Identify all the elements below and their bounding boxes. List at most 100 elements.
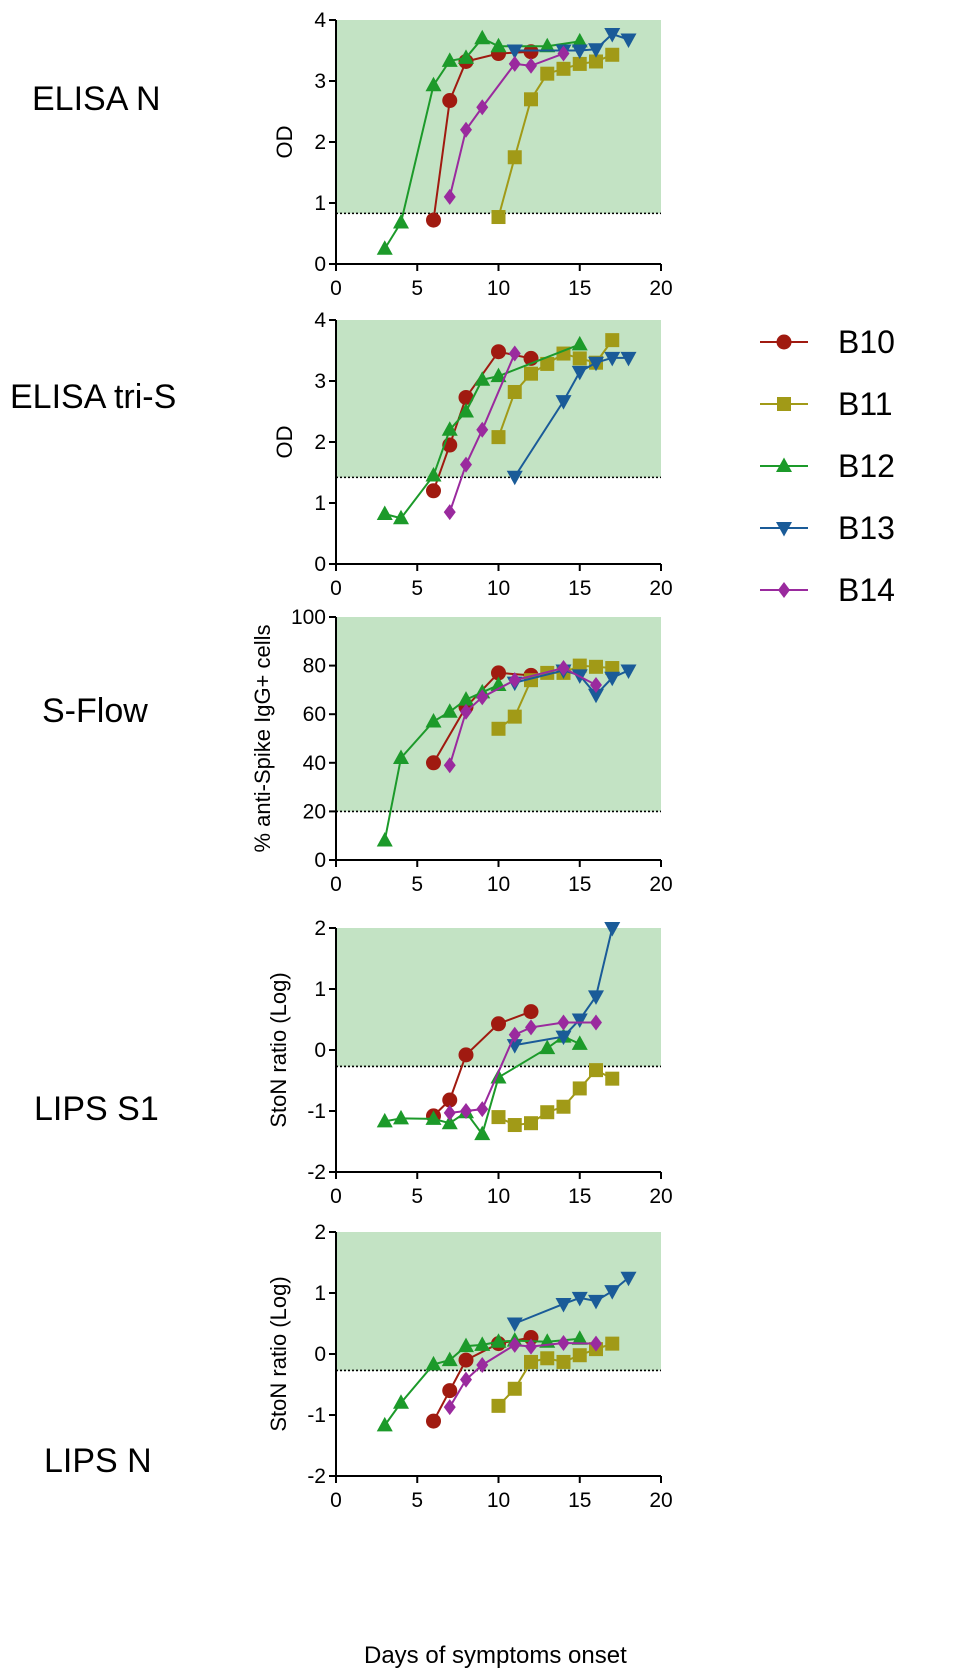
data-point-b12	[458, 1337, 474, 1353]
data-point-b10	[458, 389, 474, 405]
data-point-b11	[605, 661, 620, 676]
data-point-b13	[506, 1317, 523, 1332]
data-point-b12	[425, 712, 442, 728]
x-tick-label: 5	[411, 1489, 423, 1512]
data-point-b14	[557, 45, 570, 62]
data-point-b13	[588, 43, 604, 58]
legend-label-b11: B11	[838, 386, 893, 422]
y-tick-label: -2	[307, 1465, 326, 1488]
legend-marker-b12	[776, 457, 792, 472]
data-point-b12	[376, 1112, 393, 1128]
data-point-b11	[589, 1063, 603, 1078]
data-point-b13	[588, 688, 604, 704]
data-point-b12	[376, 240, 393, 255]
y-tick-label: 80	[303, 655, 326, 678]
x-tick-label: 15	[568, 577, 591, 600]
data-point-b14	[443, 1104, 456, 1121]
y-axis-label: OD	[272, 126, 297, 159]
data-point-b14	[557, 660, 570, 677]
data-point-b14	[590, 677, 602, 694]
data-point-b11	[540, 1351, 555, 1366]
data-point-b14	[476, 689, 489, 706]
panel-2: 0 5 10 15 20 0 20 40 60 80 100 % anti-Spike IgG+ ce…	[250, 606, 673, 896]
data-point-b11	[572, 351, 587, 366]
x-tick-label: 20	[649, 1185, 672, 1208]
data-point-b12	[571, 1330, 588, 1345]
data-point-b12	[458, 403, 474, 418]
row-label-lips-n: LIPS N	[44, 1442, 152, 1480]
data-point-b13	[506, 44, 523, 59]
data-point-b13	[555, 1030, 572, 1046]
y-tick-label: 40	[303, 752, 326, 775]
series-line-b12	[384, 1035, 581, 1137]
series-line-b14	[448, 353, 516, 513]
data-point-b14	[443, 188, 456, 205]
data-point-b12	[490, 367, 507, 383]
data-point-b14	[508, 345, 521, 362]
x-tick-label: 10	[487, 1185, 510, 1208]
legend-marker-b11	[777, 397, 791, 411]
data-point-b14	[476, 99, 489, 116]
shaded-region	[336, 617, 661, 812]
data-point-b13	[604, 922, 621, 937]
data-point-b10	[442, 93, 458, 109]
data-point-b14	[557, 1014, 570, 1031]
data-point-b12	[393, 1109, 409, 1125]
row-label-lips-s1: LIPS S1	[34, 1090, 159, 1128]
legend-label-b14: B14	[838, 572, 895, 608]
data-point-b13	[555, 395, 572, 410]
data-point-b13	[571, 1291, 588, 1307]
data-point-b13	[588, 1294, 604, 1310]
data-point-b10	[491, 344, 506, 360]
data-point-b11	[507, 1118, 522, 1133]
data-point-b12	[425, 1110, 442, 1125]
data-point-b14	[525, 57, 537, 74]
data-point-b12	[458, 49, 474, 64]
data-point-b12	[490, 1333, 507, 1348]
series-line-b11	[498, 1068, 613, 1127]
data-point-b13	[620, 351, 637, 367]
data-point-b12	[441, 52, 458, 67]
y-tick-label: 0	[314, 253, 326, 276]
data-point-b11	[605, 47, 620, 62]
data-point-b13	[588, 990, 604, 1005]
data-point-b11	[589, 659, 603, 674]
data-point-b11	[540, 66, 555, 81]
panel-0: 0 5 10 15 20 0 1 2 3 4 OD	[272, 9, 673, 300]
x-tick-label: 0	[330, 1489, 342, 1512]
data-point-b12	[441, 1114, 458, 1130]
data-point-b13	[571, 1013, 588, 1028]
data-point-b14	[508, 1026, 521, 1043]
data-point-b11	[507, 150, 522, 165]
data-point-b12	[571, 335, 588, 351]
data-point-b12	[458, 691, 474, 706]
panel-3: 0 5 10 15 20 -2 -1 0 1 2 StoN ratio (Log)	[266, 917, 673, 1208]
x-tick-label: 20	[649, 277, 672, 300]
y-tick-label: 2	[314, 431, 326, 454]
data-point-b13	[604, 671, 621, 687]
data-point-b10	[491, 665, 506, 681]
y-tick-label: -1	[307, 1404, 326, 1427]
data-point-b11	[524, 92, 538, 107]
x-tick-label: 20	[649, 1489, 672, 1512]
data-point-b12	[393, 749, 409, 764]
data-point-b14	[508, 672, 521, 689]
data-point-b14	[443, 504, 456, 521]
data-point-b12	[425, 467, 442, 482]
data-point-b10	[426, 212, 441, 228]
legend-marker-b10	[776, 334, 792, 350]
data-point-b13	[604, 28, 621, 43]
data-point-b11	[491, 1110, 506, 1125]
data-point-b10	[442, 1383, 458, 1399]
data-point-b14	[508, 55, 521, 72]
row-label-s-flow: S-Flow	[42, 692, 148, 730]
data-point-b10	[426, 755, 441, 771]
series-line-b14	[448, 52, 564, 198]
data-point-b11	[572, 56, 587, 71]
data-point-b12	[474, 371, 491, 386]
x-tick-label: 15	[568, 1185, 591, 1208]
y-tick-label: 0	[314, 849, 326, 872]
data-point-b12	[393, 1394, 409, 1409]
x-tick-label: 10	[487, 1489, 510, 1512]
data-point-b14	[460, 1103, 472, 1119]
